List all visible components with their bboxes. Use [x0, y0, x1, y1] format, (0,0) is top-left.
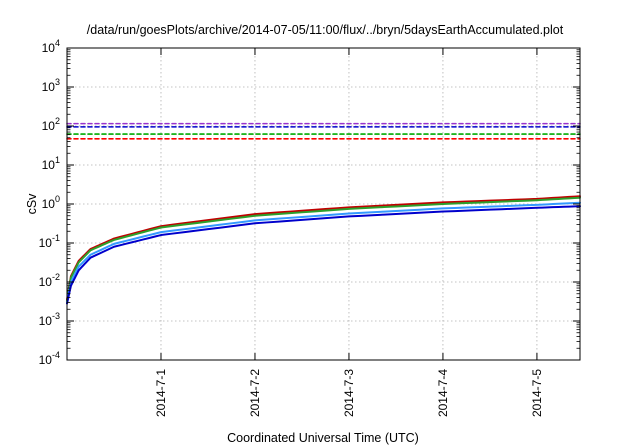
y-tick-exponent: -3 — [52, 311, 60, 321]
x-tick-label: 2014-7-3 — [342, 369, 356, 417]
y-tick-base: 10 — [39, 314, 53, 328]
y-tick-label: 102 — [42, 116, 60, 133]
y-axis-label: cSv — [25, 193, 39, 215]
y-tick-base: 10 — [39, 236, 53, 250]
y-tick-label: 103 — [42, 77, 60, 94]
y-tick-label: 100 — [42, 194, 60, 211]
y-tick-exponent: 1 — [55, 155, 60, 165]
y-tick-label: 10-1 — [39, 233, 60, 250]
series-line-3 — [66, 205, 581, 305]
y-tick-exponent: -1 — [52, 233, 60, 243]
x-tick-label: 2014-7-2 — [248, 369, 262, 417]
y-tick-label: 10-2 — [39, 272, 60, 289]
series-line-1 — [66, 196, 581, 302]
x-tick-label: 2014-7-1 — [154, 369, 168, 417]
x-tick-label: 2014-7-4 — [436, 369, 450, 417]
chart-title: /data/run/goesPlots/archive/2014-07-05/1… — [87, 23, 564, 37]
y-tick-exponent: -4 — [52, 350, 60, 360]
series-line-2 — [66, 201, 581, 304]
y-tick-base: 10 — [39, 275, 53, 289]
grid-lines — [67, 48, 580, 360]
y-tick-label: 101 — [42, 155, 60, 172]
y-tick-base: 10 — [42, 80, 56, 94]
y-tick-base: 10 — [42, 119, 56, 133]
series-layer — [66, 122, 581, 305]
series-line-0 — [66, 195, 581, 301]
y-tick-base: 10 — [42, 41, 56, 55]
y-tick-exponent: 2 — [55, 116, 60, 126]
y-tick-exponent: 0 — [55, 194, 60, 204]
y-tick-label: 10-3 — [39, 311, 60, 328]
y-tick-base: 10 — [42, 197, 56, 211]
y-tick-exponent: 3 — [55, 77, 60, 87]
y-tick-base: 10 — [39, 353, 53, 367]
y-tick-exponent: -2 — [52, 272, 60, 282]
y-tick-label: 10-4 — [39, 350, 60, 367]
y-tick-base: 10 — [42, 158, 56, 172]
x-axis-label: Coordinated Universal Time (UTC) — [227, 431, 419, 445]
y-tick-label: 104 — [42, 38, 60, 55]
x-tick-label: 2014-7-5 — [530, 369, 544, 417]
y-tick-exponent: 4 — [55, 38, 60, 48]
